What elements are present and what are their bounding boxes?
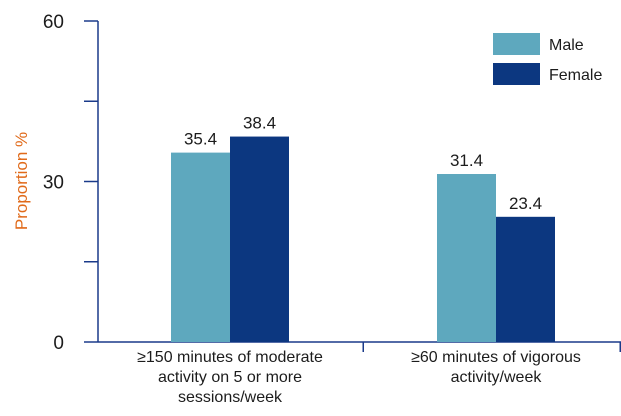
- data-label-male-2: 31.4: [450, 151, 483, 170]
- y-tick-label-0: 0: [53, 333, 64, 354]
- bar-female-1: [230, 136, 289, 342]
- legend-swatch-female: [493, 63, 540, 85]
- category-label-1-line-2: activity on 5 or more: [158, 369, 302, 386]
- category-label-1-line-3: sessions/week: [178, 389, 283, 406]
- legend: Male Female: [493, 33, 602, 85]
- data-label-female-2: 23.4: [509, 194, 542, 213]
- bar-male-1: [171, 152, 230, 342]
- bar-female-2: [496, 216, 555, 342]
- bars: [171, 136, 555, 342]
- data-label-male-1: 35.4: [184, 130, 217, 149]
- legend-label-male: Male: [549, 37, 584, 54]
- y-axis-label: Proportion %: [12, 132, 31, 230]
- legend-label-female: Female: [549, 67, 602, 84]
- legend-swatch-male: [493, 33, 540, 55]
- data-label-female-1: 38.4: [243, 114, 276, 133]
- data-labels: 35.4 31.4 38.4 23.4: [184, 114, 542, 213]
- y-axis: 0 30 60: [43, 12, 99, 354]
- bar-male-2: [437, 174, 496, 342]
- category-labels: ≥150 minutes of moderate activity on 5 or…: [137, 349, 581, 406]
- y-tick-label-60: 60: [43, 12, 64, 33]
- category-label-2-line-2: activity/week: [451, 369, 543, 386]
- category-label-1-line-1: ≥150 minutes of moderate: [137, 349, 323, 366]
- y-tick-label-30: 30: [43, 173, 64, 194]
- category-label-2-line-1: ≥60 minutes of vigorous: [411, 349, 581, 366]
